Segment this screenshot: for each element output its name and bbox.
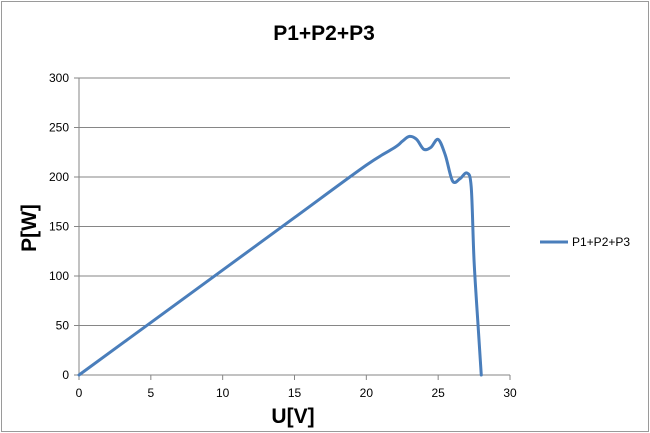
x-tick-label-20: 20 xyxy=(360,386,374,400)
x-tick-label-0: 0 xyxy=(76,386,83,400)
x-tick-label-10: 10 xyxy=(216,386,230,400)
y-tick-label-300: 300 xyxy=(49,71,69,85)
legend: P1+P2+P3 xyxy=(540,235,630,249)
y-tick-label-100: 100 xyxy=(49,269,69,283)
x-axis-title: U[V] xyxy=(271,405,314,428)
y-tick-label-50: 50 xyxy=(56,319,70,333)
y-tick-label-250: 250 xyxy=(49,121,69,135)
x-tick-label-30: 30 xyxy=(503,386,517,400)
legend-label: P1+P2+P3 xyxy=(572,235,630,249)
y-tick-label-150: 150 xyxy=(49,220,69,234)
series-lines xyxy=(77,134,483,377)
tick-labels: 0 50 100 150 200 250 300 0 5 10 15 20 25 30 xyxy=(49,71,517,400)
y-axis-title: P[W] xyxy=(18,204,41,252)
y-tick-label-0: 0 xyxy=(62,368,69,382)
y-tick-label-200: 200 xyxy=(49,170,69,184)
x-tick-label-5: 5 xyxy=(147,386,154,400)
axes xyxy=(74,77,511,380)
chart-title: P1+P2+P3 xyxy=(273,22,375,45)
x-tick-label-25: 25 xyxy=(431,386,445,400)
series-line-0 xyxy=(77,134,483,377)
grid-lines xyxy=(79,77,510,326)
x-tick-label-15: 15 xyxy=(288,386,302,400)
